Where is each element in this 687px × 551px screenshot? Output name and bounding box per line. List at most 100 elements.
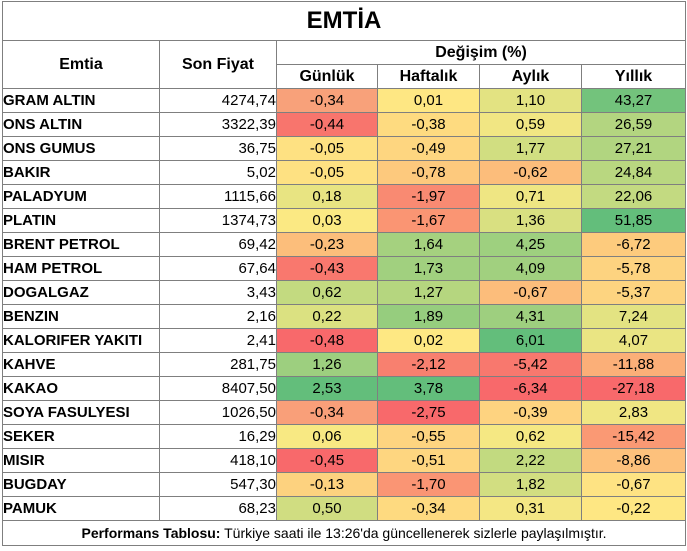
cell-weekly-change: -0,55 bbox=[377, 424, 480, 449]
cell-weekly-change: 3,78 bbox=[377, 376, 480, 401]
cell-weekly-change: 1,27 bbox=[377, 280, 480, 305]
cell-yearly-change: -11,88 bbox=[580, 352, 687, 377]
table-row: PLATIN 1374,73 0,03 -1,67 1,36 51,85 bbox=[2, 208, 687, 233]
cell-monthly-change: 1,36 bbox=[479, 208, 582, 233]
cell-weekly-change: 0,02 bbox=[377, 328, 480, 353]
cell-weekly-change: -1,97 bbox=[377, 184, 480, 209]
table-row: PALADYUM 1115,66 0,18 -1,97 0,71 22,06 bbox=[2, 184, 687, 209]
cell-weekly-change: 1,89 bbox=[377, 304, 480, 329]
table-row: GRAM ALTIN 4274,74 -0,34 0,01 1,10 43,27 bbox=[2, 88, 687, 113]
cell-weekly-change: -0,51 bbox=[377, 448, 480, 473]
cell-monthly-change: 0,59 bbox=[479, 112, 582, 137]
cell-last-price: 69,42 bbox=[159, 232, 277, 257]
cell-daily-change: -0,43 bbox=[276, 256, 378, 281]
cell-yearly-change: -5,78 bbox=[580, 256, 687, 281]
cell-monthly-change: 1,10 bbox=[479, 88, 582, 113]
cell-yearly-change: -0,67 bbox=[580, 472, 687, 497]
cell-daily-change: 0,62 bbox=[276, 280, 378, 305]
cell-weekly-change: 0,01 bbox=[377, 88, 480, 113]
table-row: BRENT PETROL 69,42 -0,23 1,64 4,25 -6,72 bbox=[2, 232, 687, 257]
cell-commodity: ONS GUMUS bbox=[2, 136, 160, 161]
cell-monthly-change: -0,39 bbox=[479, 400, 582, 425]
cell-weekly-change: -1,67 bbox=[377, 208, 480, 233]
cell-monthly-change: -5,42 bbox=[479, 352, 582, 377]
cell-yearly-change: 7,24 bbox=[580, 304, 687, 329]
cell-last-price: 3322,39 bbox=[159, 112, 277, 137]
table-row: BAKIR 5,02 -0,05 -0,78 -0,62 24,84 bbox=[2, 160, 687, 185]
cell-monthly-change: 2,22 bbox=[479, 448, 582, 473]
cell-monthly-change: 0,31 bbox=[479, 496, 582, 521]
cell-commodity: BUGDAY bbox=[2, 472, 160, 497]
table-row: DOGALGAZ 3,43 0,62 1,27 -0,67 -5,37 bbox=[2, 280, 687, 305]
cell-daily-change: 0,22 bbox=[276, 304, 378, 329]
cell-weekly-change: -0,78 bbox=[377, 160, 480, 185]
cell-daily-change: 1,26 bbox=[276, 352, 378, 377]
cell-weekly-change: -1,70 bbox=[377, 472, 480, 497]
cell-commodity: MISIR bbox=[2, 448, 160, 473]
cell-yearly-change: -5,37 bbox=[580, 280, 687, 305]
col-header-monthly: Aylık bbox=[479, 64, 582, 89]
col-header-weekly: Haftalık bbox=[377, 64, 480, 89]
cell-monthly-change: 1,82 bbox=[479, 472, 582, 497]
cell-yearly-change: 4,07 bbox=[580, 328, 687, 353]
cell-yearly-change: 27,21 bbox=[580, 136, 687, 161]
table-row: BENZIN 2,16 0,22 1,89 4,31 7,24 bbox=[2, 304, 687, 329]
cell-daily-change: 0,50 bbox=[276, 496, 378, 521]
cell-daily-change: 0,18 bbox=[276, 184, 378, 209]
table-row: SEKER 16,29 0,06 -0,55 0,62 -15,42 bbox=[2, 424, 687, 449]
cell-commodity: ONS ALTIN bbox=[2, 112, 160, 137]
cell-monthly-change: 4,31 bbox=[479, 304, 582, 329]
cell-daily-change: -0,48 bbox=[276, 328, 378, 353]
cell-yearly-change: 2,83 bbox=[580, 400, 687, 425]
footer-note: Performans Tablosu: Türkiye saati ile 13… bbox=[1, 520, 687, 546]
cell-commodity: BRENT PETROL bbox=[2, 232, 160, 257]
cell-last-price: 5,02 bbox=[159, 160, 277, 185]
cell-yearly-change: 51,85 bbox=[580, 208, 687, 233]
table-row: ONS GUMUS 36,75 -0,05 -0,49 1,77 27,21 bbox=[2, 136, 687, 161]
cell-daily-change: -0,44 bbox=[276, 112, 378, 137]
page-title: EMTİA bbox=[1, 1, 687, 41]
table-row: SOYA FASULYESI 1026,50 -0,34 -2,75 -0,39 2,83 bbox=[2, 400, 687, 425]
cell-last-price: 1026,50 bbox=[159, 400, 277, 425]
cell-last-price: 16,29 bbox=[159, 424, 277, 449]
cell-yearly-change: -8,86 bbox=[580, 448, 687, 473]
cell-yearly-change: 26,59 bbox=[580, 112, 687, 137]
table-row: BUGDAY 547,30 -0,13 -1,70 1,82 -0,67 bbox=[2, 472, 687, 497]
cell-last-price: 8407,50 bbox=[159, 376, 277, 401]
footer-label: Performans Tablosu: bbox=[81, 525, 221, 541]
cell-daily-change: -0,45 bbox=[276, 448, 378, 473]
cell-last-price: 3,43 bbox=[159, 280, 277, 305]
cell-commodity: SEKER bbox=[2, 424, 160, 449]
cell-commodity: GRAM ALTIN bbox=[2, 88, 160, 113]
col-header-change-group: Değişim (%) bbox=[275, 40, 687, 65]
cell-daily-change: -0,34 bbox=[276, 88, 378, 113]
cell-daily-change: 0,06 bbox=[276, 424, 378, 449]
table-row: MISIR 418,10 -0,45 -0,51 2,22 -8,86 bbox=[2, 448, 687, 473]
cell-commodity: BENZIN bbox=[2, 304, 160, 329]
cell-monthly-change: -0,67 bbox=[479, 280, 582, 305]
cell-last-price: 1115,66 bbox=[159, 184, 277, 209]
cell-commodity: KALORIFER YAKITI bbox=[2, 328, 160, 353]
cell-yearly-change: -15,42 bbox=[580, 424, 687, 449]
cell-last-price: 281,75 bbox=[159, 352, 277, 377]
cell-monthly-change: 6,01 bbox=[479, 328, 582, 353]
cell-yearly-change: 24,84 bbox=[580, 160, 687, 185]
cell-monthly-change: 4,09 bbox=[479, 256, 582, 281]
cell-yearly-change: -0,22 bbox=[580, 496, 687, 521]
cell-commodity: BAKIR bbox=[2, 160, 160, 185]
cell-daily-change: -0,05 bbox=[276, 136, 378, 161]
cell-daily-change: 0,03 bbox=[276, 208, 378, 233]
table-body: GRAM ALTIN 4274,74 -0,34 0,01 1,10 43,27 ONS A… bbox=[2, 88, 687, 521]
col-header-commodity: Emtia bbox=[2, 40, 160, 89]
cell-monthly-change: 0,71 bbox=[479, 184, 582, 209]
table-row: PAMUK 68,23 0,50 -0,34 0,31 -0,22 bbox=[2, 496, 687, 521]
footer-text: Türkiye saati ile 13:26'da güncellenerek… bbox=[220, 525, 607, 541]
cell-last-price: 418,10 bbox=[159, 448, 277, 473]
cell-monthly-change: 4,25 bbox=[479, 232, 582, 257]
cell-last-price: 2,41 bbox=[159, 328, 277, 353]
cell-monthly-change: -6,34 bbox=[479, 376, 582, 401]
cell-commodity: PLATIN bbox=[2, 208, 160, 233]
cell-last-price: 2,16 bbox=[159, 304, 277, 329]
cell-daily-change: -0,23 bbox=[276, 232, 378, 257]
cell-weekly-change: -0,38 bbox=[377, 112, 480, 137]
